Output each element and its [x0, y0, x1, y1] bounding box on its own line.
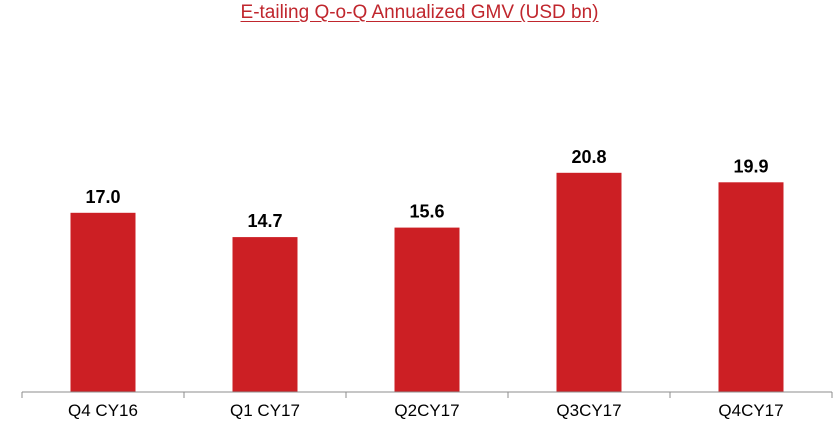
data-label-3: 20.8 — [571, 147, 606, 167]
x-tick-label-2: Q2CY17 — [394, 401, 459, 420]
x-tick-label-0: Q4 CY16 — [68, 401, 138, 420]
bar-1 — [232, 237, 298, 392]
bar-4 — [718, 182, 784, 392]
data-labels: 17.0 14.7 15.6 20.8 19.9 — [85, 147, 768, 231]
data-label-2: 15.6 — [409, 202, 444, 222]
bar-2 — [394, 227, 460, 392]
x-axis: Q4 CY16 Q1 CY17 Q2CY17 Q3CY17 Q4CY17 — [21, 391, 833, 420]
data-label-0: 17.0 — [85, 187, 120, 207]
data-label-4: 19.9 — [733, 156, 768, 176]
bars-layer — [70, 172, 784, 392]
bar-3 — [556, 172, 622, 392]
bar-0 — [70, 212, 136, 392]
chart-title: E-tailing Q-o-Q Annualized GMV (USD bn) — [240, 2, 599, 23]
x-tick-label-1: Q1 CY17 — [230, 401, 300, 420]
x-tick-label-4: Q4CY17 — [718, 401, 783, 420]
x-tick-label-3: Q3CY17 — [556, 401, 621, 420]
data-label-1: 14.7 — [247, 211, 282, 231]
